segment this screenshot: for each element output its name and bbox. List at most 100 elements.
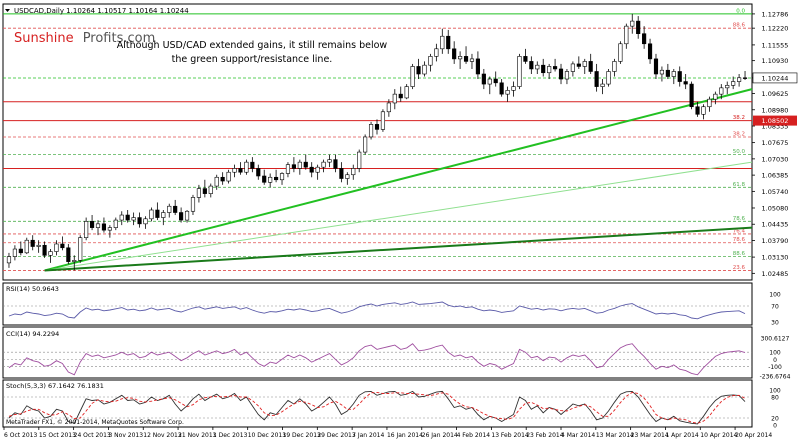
- candle-body: [232, 168, 237, 173]
- pane-tick-label-1: 70: [771, 304, 779, 311]
- time-tick-label-11: 16 Jan 2014: [387, 432, 423, 439]
- candle-body: [541, 64, 546, 74]
- candle-body: [529, 61, 534, 70]
- candle-body: [659, 69, 665, 75]
- candle-55: [333, 154, 338, 173]
- candle-106: [636, 16, 641, 39]
- candle-87: [523, 48, 528, 64]
- candle-24: [149, 207, 154, 222]
- candle-body: [321, 161, 326, 168]
- pane-tick-label-4: -236.6764: [760, 374, 791, 381]
- candle-body: [695, 106, 700, 115]
- candle-body: [475, 58, 480, 75]
- candle-94: [564, 68, 570, 85]
- candle-body: [250, 161, 255, 169]
- candle-body: [226, 171, 231, 182]
- price-tick-label-16: 1.02485: [762, 270, 789, 278]
- pane-tick-label-0: 300.6127: [761, 336, 790, 343]
- candle-21: [131, 212, 136, 226]
- candle-body: [119, 214, 124, 221]
- candle-body: [113, 219, 118, 228]
- candle-body: [653, 58, 659, 75]
- candle-23: [143, 216, 148, 229]
- price-axis: 1.12786 1.12220 1.11555 1.10930 1.10244 1.096…: [752, 10, 798, 278]
- candle-body: [505, 90, 510, 95]
- time-tick-label-20: 10 Apr 2014: [700, 432, 737, 439]
- candle-18: [113, 217, 118, 231]
- candle-body: [588, 61, 593, 72]
- candle-79: [475, 51, 480, 80]
- price-tick-label-9: 1.07030: [762, 155, 789, 163]
- candle-66: [398, 86, 403, 102]
- pane-tick-label-2: 0: [773, 357, 777, 364]
- level-label-1: 88.6: [733, 23, 746, 29]
- level-label-0: 0.0: [736, 8, 745, 14]
- candle-49: [297, 159, 302, 175]
- symbol-dropdown-icon[interactable]: [5, 9, 10, 12]
- candle-91: [547, 63, 552, 80]
- candle-body: [196, 188, 202, 198]
- pane-tick-label-2: 20: [771, 416, 779, 423]
- candle-body: [309, 166, 314, 173]
- candle-2: [18, 241, 23, 256]
- level-label-11: 78.6: [733, 237, 746, 243]
- time-tick-label-10: 7 Jan 2014: [352, 432, 384, 439]
- candle-100: [600, 79, 605, 95]
- candle-65: [392, 89, 397, 110]
- candle-110: [659, 66, 665, 82]
- candle-body: [24, 239, 29, 254]
- candle-body: [167, 205, 172, 213]
- candle-13: [84, 217, 89, 241]
- time-tick-label-4: 12 Nov 2013: [143, 432, 182, 439]
- candle-body: [380, 111, 386, 130]
- time-tick-label-13: 4 Feb 2014: [457, 432, 491, 439]
- candle-body: [428, 56, 433, 66]
- copyright-text: MetaTrader FX1, © 2001-2014, MetaQuotes …: [6, 419, 184, 426]
- level-price-label-4: 1.08502: [762, 117, 789, 125]
- candle-0: [6, 252, 12, 268]
- candle-body: [30, 239, 35, 247]
- candle-43: [262, 169, 267, 185]
- candle-105: [630, 13, 635, 34]
- price-tick-label-13: 1.04435: [762, 221, 789, 229]
- candle-80: [481, 68, 486, 90]
- candle-body: [392, 93, 397, 104]
- candle-body: [701, 106, 706, 115]
- annotation-line-2: the green support/resistance line.: [172, 54, 333, 65]
- horizontal-levels: 0.0 88.6 38.2 38.2 50.0 61.8 78.6 76.4 78.6 88.6 2…: [3, 8, 752, 271]
- candle-body: [220, 176, 225, 182]
- level-price-box-4: [753, 115, 797, 126]
- candle-body: [274, 176, 279, 181]
- candle-58: [351, 164, 356, 180]
- pane-tick-label-1: 80: [771, 395, 779, 402]
- candle-84: [505, 86, 510, 102]
- candle-body: [327, 159, 332, 163]
- price-tick-label-14: 1.03790: [762, 237, 789, 245]
- time-tick-label-14: 13 Feb 2014: [491, 432, 529, 439]
- candle-114: [683, 74, 688, 90]
- candle-57: [345, 172, 350, 185]
- time-tick-label-6: 1 Dec 2013: [213, 432, 248, 439]
- candle-119: [713, 91, 718, 105]
- candle-body: [107, 227, 112, 231]
- candle-123: [737, 74, 742, 87]
- candle-62: [374, 119, 380, 135]
- candle-8: [54, 240, 59, 256]
- pane-tick-label-2: 30: [771, 320, 779, 327]
- price-tick-label-10: 1.06385: [762, 172, 789, 180]
- pane-series-1: [8, 391, 746, 424]
- annotation-line-1: Although USD/CAD extended gains, it stil…: [117, 40, 388, 51]
- candle-body: [125, 214, 130, 221]
- level-label-9: 78.6: [733, 216, 746, 222]
- candle-body: [214, 176, 219, 187]
- candle-body: [374, 124, 380, 130]
- candle-50: [303, 154, 308, 170]
- candle-45: [274, 169, 279, 183]
- candle-15: [95, 220, 101, 236]
- candle-body: [368, 124, 374, 138]
- time-tick-label-2: 24 Oct 2013: [74, 432, 111, 439]
- candle-body: [131, 217, 136, 221]
- candle-body: [143, 218, 148, 225]
